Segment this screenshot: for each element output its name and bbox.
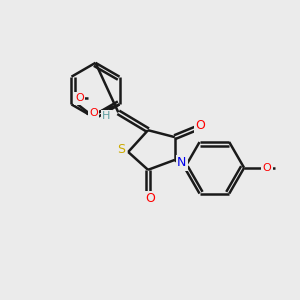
Text: S: S (117, 142, 125, 155)
Text: H: H (102, 111, 111, 121)
Text: O: O (262, 163, 271, 173)
Text: O: O (196, 119, 206, 132)
Text: O: O (75, 94, 84, 103)
Text: N: N (177, 156, 186, 170)
Text: O: O (89, 108, 98, 118)
Text: O: O (145, 192, 155, 205)
